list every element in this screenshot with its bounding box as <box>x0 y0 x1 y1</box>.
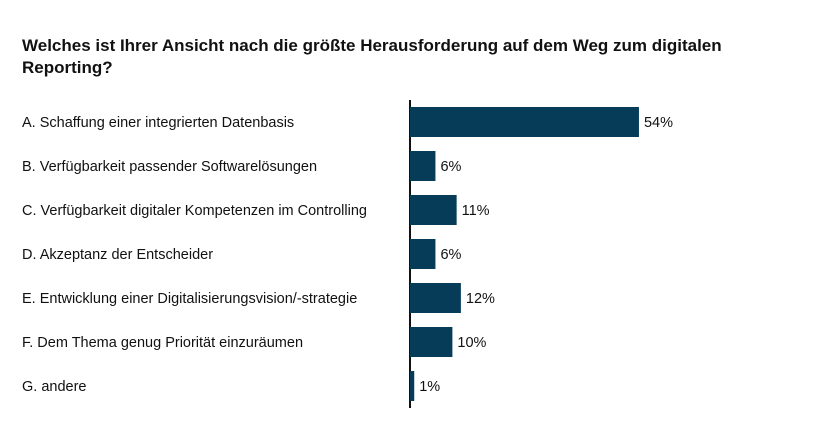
chart-title: Welches ist Ihrer Ansicht nach die größt… <box>22 36 722 77</box>
value-label: 1% <box>419 379 440 395</box>
value-label: 11% <box>462 203 490 219</box>
bar <box>410 195 457 225</box>
value-label: 12% <box>466 291 495 307</box>
value-label: 6% <box>440 159 461 175</box>
value-label: 6% <box>440 247 461 263</box>
bar <box>410 371 415 401</box>
bar <box>410 327 453 357</box>
bar <box>410 107 639 137</box>
category-label: A. Schaffung einer integrierten Datenbas… <box>22 115 294 131</box>
category-label: B. Verfügbarkeit passender Softwarelösun… <box>22 159 317 175</box>
bar <box>410 151 436 181</box>
category-label: C. Verfügbarkeit digitaler Kompetenzen i… <box>22 203 367 219</box>
category-label: G. andere <box>22 379 87 395</box>
category-label: F. Dem Thema genug Priorität einzuräumen <box>22 335 303 351</box>
category-label: E. Entwicklung einer Digitalisierungsvis… <box>22 291 357 307</box>
bar <box>410 283 461 313</box>
bar <box>410 239 436 269</box>
value-label: 54% <box>644 115 673 131</box>
value-label: 10% <box>457 335 486 351</box>
category-label: D. Akzeptanz der Entscheider <box>22 247 213 263</box>
